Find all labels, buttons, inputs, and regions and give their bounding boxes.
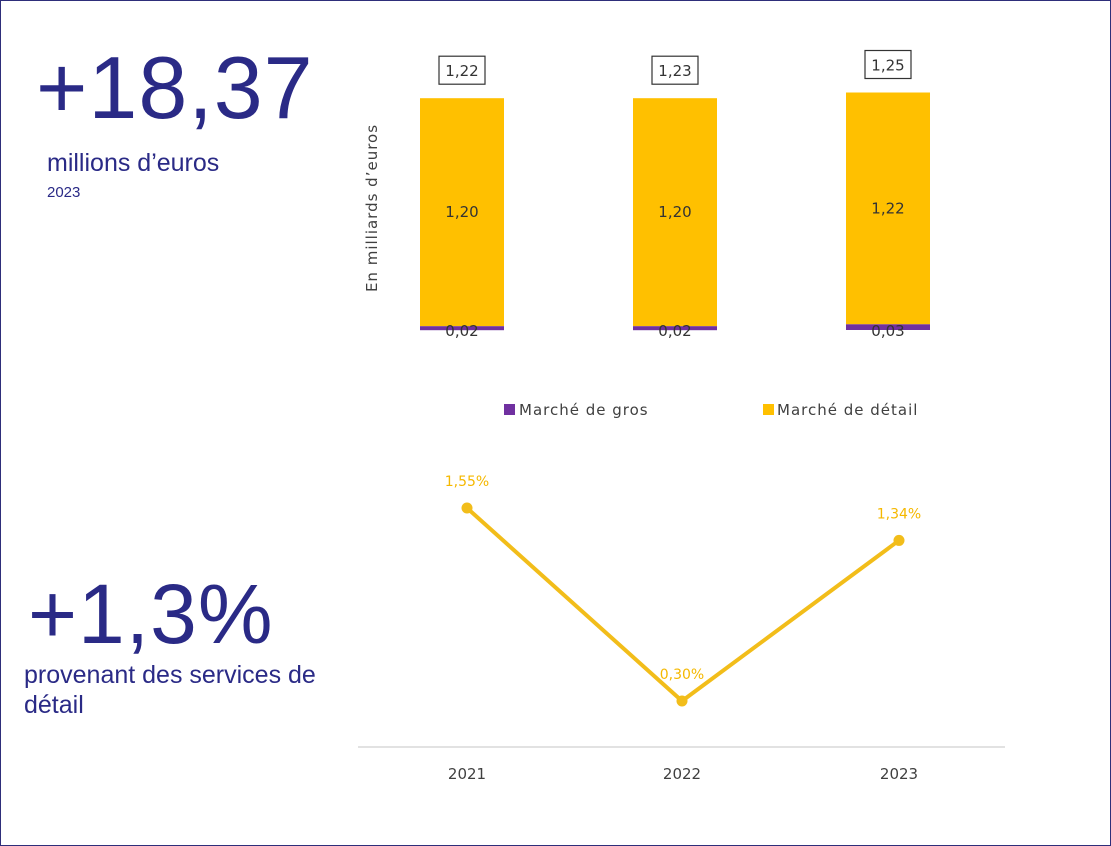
line-label-2023: 1,34%	[877, 506, 921, 522]
bar-wholesale-label-2023: 0,03	[871, 322, 904, 340]
revenue-growth-unit: millions d’euros	[47, 149, 220, 177]
bar-wholesale-2021	[420, 326, 504, 331]
bar-retail-label-2021: 1,20	[445, 203, 478, 221]
legend-wholesale-swatch	[504, 404, 515, 415]
retail-share-label: provenant des services de détail	[24, 661, 316, 719]
bar-wholesale-2022	[633, 326, 717, 331]
bar-retail-2023	[846, 92, 930, 325]
bar-y-axis-label: En milliards d’euros	[363, 124, 381, 292]
line-point-2022	[676, 695, 688, 707]
line-point-2023	[893, 534, 905, 546]
revenue-growth-year: 2023	[47, 184, 81, 201]
bar-total-label-2021: 1,22	[445, 62, 478, 80]
bar-wholesale-label-2022: 0,02	[658, 322, 691, 340]
legend-retail-swatch	[763, 404, 774, 415]
bar-total-label-2023: 1,25	[871, 57, 904, 75]
bar-total-box-2021	[438, 55, 486, 85]
x-tick-2021: 2021	[448, 765, 486, 783]
bar-total-box-2022	[651, 55, 699, 85]
bar-retail-2021	[420, 98, 504, 327]
bar-wholesale-2023	[846, 324, 930, 330]
line-label-2021: 1,55%	[445, 474, 489, 490]
bar-wholesale-label-2021: 0,02	[445, 322, 478, 340]
bar-retail-2022	[633, 98, 717, 327]
retail-share-value: +1,3%	[28, 567, 274, 661]
x-tick-2022: 2022	[663, 765, 701, 783]
line-label-2022: 0,30%	[660, 667, 704, 683]
bar-total-box-2023	[864, 49, 912, 80]
legend-retail-label: Marché de détail	[777, 401, 918, 419]
bar-retail-label-2023: 1,22	[871, 199, 904, 217]
bar-total-label-2022: 1,23	[658, 62, 691, 80]
revenue-growth-value: +18,37	[36, 38, 314, 137]
x-tick-2023: 2023	[880, 765, 918, 783]
legend-wholesale-label: Marché de gros	[519, 401, 649, 419]
line-point-2021	[461, 502, 473, 514]
bar-retail-label-2022: 1,20	[658, 203, 691, 221]
